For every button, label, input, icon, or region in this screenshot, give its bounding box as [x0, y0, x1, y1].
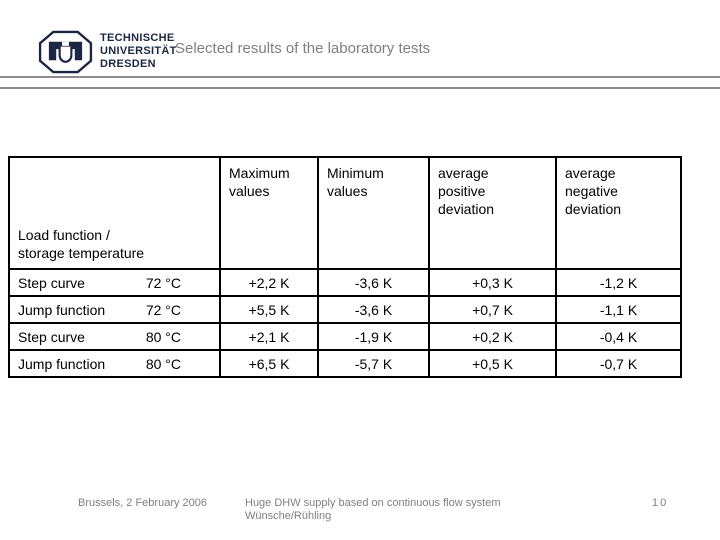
load-function-label: Step curve — [18, 328, 85, 345]
load-function-label: Step curve — [18, 274, 85, 291]
header-divider-bottom — [0, 87, 720, 89]
avg-positive-cell: +0,7 K — [428, 295, 557, 324]
max-value-cell: +2,1 K — [219, 322, 319, 351]
max-value-cell: +6,5 K — [219, 349, 319, 378]
table-header-row: Load function / storage temperature Maxi… — [8, 156, 682, 270]
min-value-cell: -3,6 K — [317, 295, 430, 324]
load-function-cell: Jump function 80 °C — [18, 356, 211, 372]
column-header-maximum: Maximum values — [219, 156, 319, 270]
avg-positive-cell: +0,2 K — [428, 322, 557, 351]
header-divider-top — [0, 76, 720, 78]
load-function-cell: Jump function 72 °C — [18, 302, 211, 318]
column-header-minimum: Minimum values — [317, 156, 430, 270]
load-function-cell: Step curve 80 °C — [18, 329, 211, 345]
min-value-cell: -5,7 K — [317, 349, 430, 378]
university-wordmark: TECHNISCHE UNIVERSITÄT DRESDEN — [100, 32, 177, 71]
avg-negative-cell: -0,4 K — [555, 322, 682, 351]
avg-positive-cell: +0,3 K — [428, 268, 557, 297]
tu-dresden-logo-icon — [38, 30, 93, 74]
slide-title: Selected results of the laboratory tests — [175, 40, 431, 57]
table-row: Step curve 72 °C +2,2 K -3,6 K +0,3 K -1… — [8, 268, 682, 297]
min-value-cell: -1,9 K — [317, 322, 430, 351]
avg-negative-cell: -1,2 K — [555, 268, 682, 297]
storage-temperature: 72 °C — [145, 274, 181, 291]
footer-credit-line-1: Huge DHW supply based on continuous flow… — [245, 497, 501, 509]
wordmark-line-3: DRESDEN — [100, 58, 156, 70]
column-header-avg-positive: average positive deviation — [428, 156, 557, 270]
row-header-label: Load function / storage temperature — [8, 156, 221, 270]
wordmark-line-2: UNIVERSITÄT — [100, 45, 177, 57]
avg-positive-cell: +0,5 K — [428, 349, 557, 378]
avg-negative-cell: -0,7 K — [555, 349, 682, 378]
footer-credit: Huge DHW supply based on continuous flow… — [245, 497, 501, 523]
min-value-cell: -3,6 K — [317, 268, 430, 297]
table-row: Jump function 72 °C +5,5 K -3,6 K +0,7 K… — [8, 295, 682, 324]
wordmark-line-1: TECHNISCHE — [100, 32, 175, 44]
results-table: Load function / storage temperature Maxi… — [8, 156, 682, 378]
column-header-avg-negative: average negative deviation — [555, 156, 682, 270]
load-function-label: Jump function — [18, 355, 106, 372]
avg-negative-cell: -1,1 K — [555, 295, 682, 324]
page-number: 10 — [652, 497, 669, 509]
storage-temperature: 80 °C — [145, 355, 181, 372]
storage-temperature: 80 °C — [145, 328, 181, 345]
footer-date: Brussels, 2 February 2006 — [78, 497, 208, 509]
storage-temperature: 72 °C — [145, 301, 181, 318]
table-row: Jump function 80 °C +6,5 K -5,7 K +0,5 K… — [8, 349, 682, 378]
footer-credit-line-2: Wünsche/Rühling — [245, 510, 332, 522]
max-value-cell: +2,2 K — [219, 268, 319, 297]
max-value-cell: +5,5 K — [219, 295, 319, 324]
load-function-cell: Step curve 72 °C — [18, 275, 211, 291]
load-function-label: Jump function — [18, 301, 106, 318]
table-row: Step curve 80 °C +2,1 K -1,9 K +0,2 K -0… — [8, 322, 682, 351]
